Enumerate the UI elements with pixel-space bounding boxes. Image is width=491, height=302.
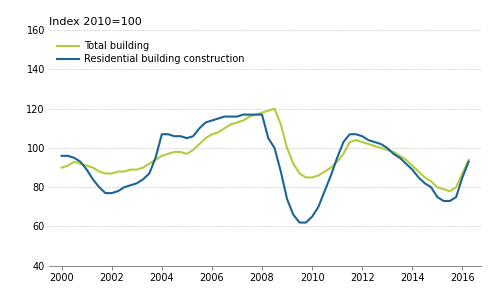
Residential building construction — [390, 152, 396, 156]
Text: Index 2010=100: Index 2010=100 — [49, 17, 142, 27]
Residential building construction — [159, 132, 165, 136]
Residential building construction — [465, 160, 471, 164]
Residential building construction — [246, 113, 252, 116]
Line: Residential building construction: Residential building construction — [62, 114, 468, 223]
Legend: Total building, Residential building construction: Total building, Residential building con… — [54, 37, 248, 68]
Residential building construction — [184, 137, 190, 140]
Total building — [465, 158, 471, 162]
Total building — [59, 166, 65, 169]
Total building — [240, 119, 246, 122]
Residential building construction — [59, 154, 65, 158]
Total building — [90, 166, 96, 169]
Line: Total building: Total building — [62, 109, 468, 191]
Total building — [447, 189, 453, 193]
Residential building construction — [240, 113, 246, 116]
Residential building construction — [297, 221, 302, 224]
Residential building construction — [234, 115, 240, 118]
Total building — [234, 120, 240, 124]
Residential building construction — [90, 178, 96, 181]
Total building — [272, 107, 277, 111]
Total building — [159, 154, 165, 158]
Total building — [184, 152, 190, 156]
Total building — [384, 148, 390, 152]
